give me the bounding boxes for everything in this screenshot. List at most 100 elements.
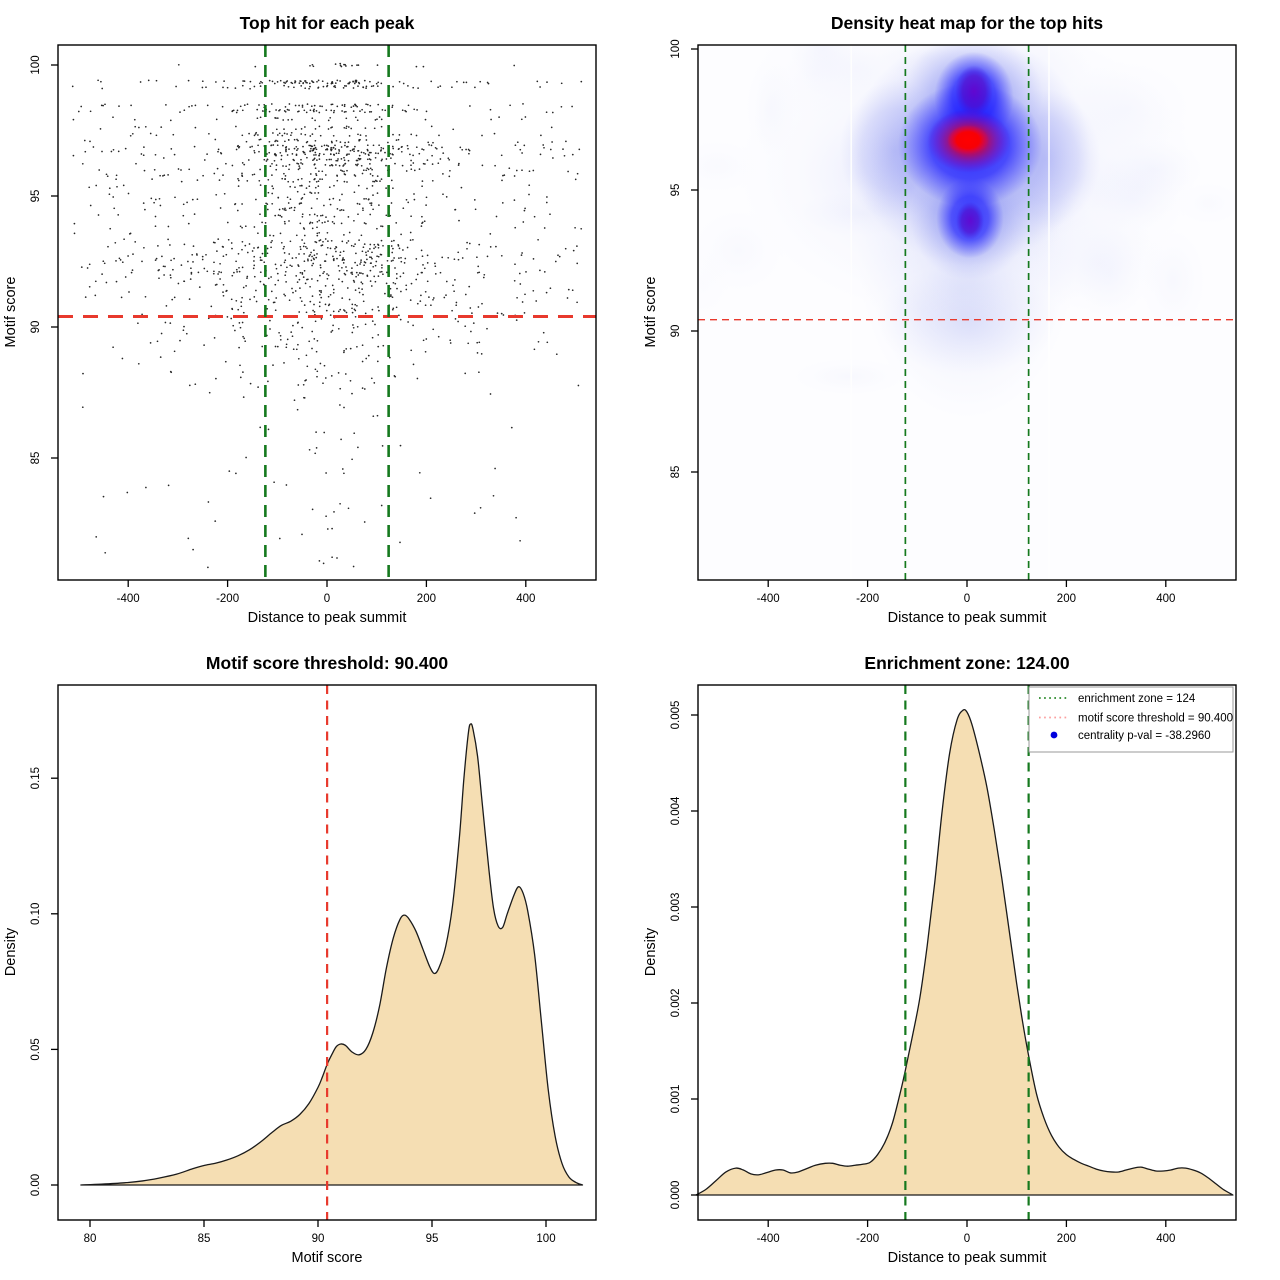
data-point: [513, 175, 516, 177]
data-point: [201, 255, 204, 258]
data-point: [468, 149, 471, 152]
data-point: [259, 280, 262, 283]
data-point: [376, 360, 379, 363]
data-point: [371, 168, 373, 171]
data-point: [332, 255, 334, 258]
data-point: [353, 219, 355, 222]
data-point: [297, 168, 300, 171]
data-point: [473, 199, 476, 201]
data-point: [362, 209, 364, 212]
data-point: [441, 256, 444, 259]
data-point: [261, 221, 263, 224]
data-point: [95, 536, 98, 538]
data-point: [563, 154, 566, 157]
data-point: [421, 180, 424, 182]
data-point: [236, 209, 239, 212]
data-point: [194, 104, 197, 107]
data-point: [336, 257, 338, 260]
data-point: [454, 279, 456, 281]
data-point: [241, 134, 244, 137]
data-point: [355, 271, 358, 274]
data-point: [335, 139, 338, 142]
data-point: [515, 516, 517, 519]
data-point: [430, 144, 433, 147]
data-point: [343, 180, 346, 183]
data-point: [341, 259, 344, 262]
data-point: [318, 560, 321, 562]
data-point: [264, 222, 267, 224]
data-point: [362, 86, 364, 88]
data-point: [89, 140, 91, 143]
data-point: [308, 87, 310, 90]
data-point: [330, 146, 333, 149]
data-point: [266, 158, 269, 161]
data-point: [88, 285, 91, 288]
data-point: [442, 193, 444, 196]
data-point: [215, 118, 218, 121]
data-point: [455, 301, 458, 304]
data-point: [242, 80, 244, 82]
data-point: [500, 154, 503, 157]
data-point: [572, 249, 575, 252]
data-point: [159, 204, 162, 207]
data-point: [274, 214, 277, 217]
data-point: [341, 266, 343, 269]
data-point: [372, 85, 375, 87]
data-point: [257, 246, 260, 249]
data-point: [72, 118, 75, 121]
data-point: [513, 199, 516, 201]
data-point: [314, 368, 317, 371]
data-point: [305, 354, 308, 357]
data-point: [309, 173, 312, 175]
data-point: [272, 234, 275, 237]
data-point: [430, 125, 433, 128]
data-point: [362, 207, 364, 210]
data-point: [154, 225, 157, 228]
data-point: [316, 279, 319, 282]
data-point: [158, 197, 161, 200]
data-point: [352, 326, 355, 329]
data-point: [284, 207, 286, 210]
data-point: [371, 185, 374, 187]
data-point: [324, 285, 327, 287]
data-point: [141, 260, 143, 263]
data-point: [300, 202, 303, 204]
data-point: [298, 203, 301, 205]
data-point: [322, 562, 325, 565]
data-point: [291, 118, 293, 121]
data-point: [286, 133, 288, 135]
data-point: [259, 256, 262, 259]
data-point: [460, 186, 463, 189]
data-point: [235, 268, 238, 271]
data-point: [304, 133, 307, 136]
data-point: [170, 148, 173, 150]
data-point: [303, 109, 306, 112]
data-point: [349, 81, 351, 84]
data-point: [311, 133, 314, 135]
data-point: [478, 371, 480, 374]
data-point: [277, 196, 280, 199]
data-point: [377, 306, 379, 308]
panel-distance-density: Enrichment zone: 124.00 Distance to peak…: [640, 640, 1280, 1280]
data-point: [271, 80, 274, 83]
data-point: [311, 117, 314, 120]
data-point: [244, 340, 247, 343]
data-point: [310, 251, 312, 254]
data-point: [201, 86, 204, 89]
data-point: [258, 82, 261, 85]
data-point: [524, 207, 526, 210]
data-point: [403, 262, 406, 264]
data-point: [255, 198, 257, 201]
data-point: [376, 85, 379, 87]
data-point: [302, 145, 304, 148]
data-point: [155, 257, 158, 260]
data-point: [289, 240, 292, 243]
data-point: [461, 257, 464, 259]
data-point: [372, 265, 375, 268]
data-point: [296, 408, 299, 411]
data-point: [341, 110, 343, 112]
data-point: [88, 186, 91, 189]
data-point: [169, 119, 172, 122]
data-point: [309, 191, 311, 194]
data-point: [399, 444, 402, 447]
